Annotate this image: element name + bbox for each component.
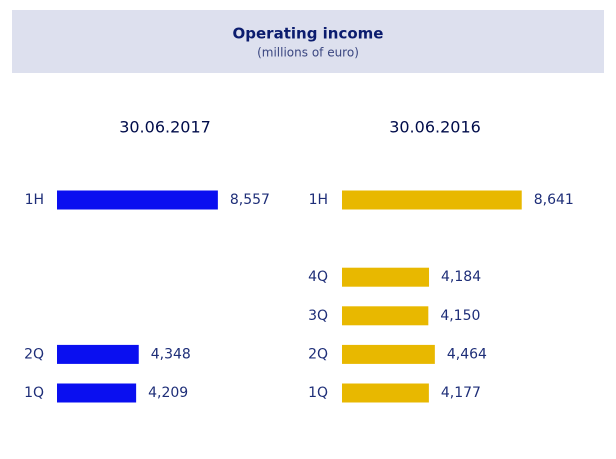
bar [342,306,429,326]
bar [57,344,139,364]
value-label: 4,150 [440,308,480,324]
category-label: 3Q [308,308,328,324]
category-label: 1Q [24,385,44,401]
category-label: 2Q [24,346,44,362]
category-label: 2Q [308,346,328,362]
category-label: 4Q [308,269,328,285]
category-label: 1H [309,192,328,208]
bar [342,267,430,287]
value-label: 4,177 [441,385,481,401]
bar [342,190,522,210]
bar [342,383,429,403]
chart-subtitle: (millions of euro) [257,46,359,60]
header-band [12,10,604,73]
category-label: 1Q [308,385,328,401]
bar [57,190,218,210]
chart-title: Operating income [233,25,384,43]
panel-title: 30.06.2017 [119,118,211,137]
value-label: 4,209 [148,385,188,401]
value-label: 8,641 [534,192,574,208]
panel-title: 30.06.2016 [389,118,481,137]
category-label: 1H [25,192,44,208]
bar [57,383,137,403]
value-label: 4,348 [151,346,191,362]
bar [342,344,435,364]
value-label: 4,184 [441,269,481,285]
value-label: 8,557 [230,192,270,208]
value-label: 4,464 [447,346,487,362]
